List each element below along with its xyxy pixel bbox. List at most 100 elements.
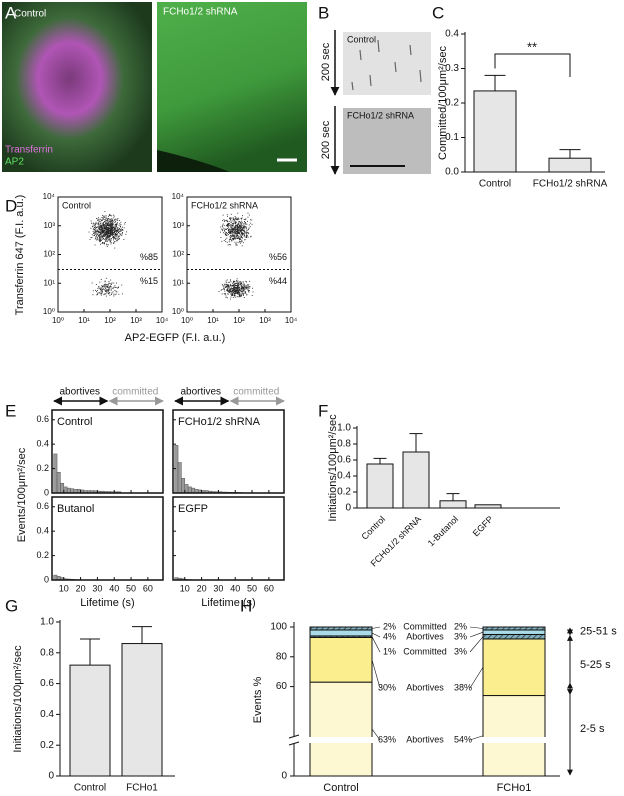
dot <box>240 221 242 223</box>
dot <box>239 241 241 243</box>
dot <box>109 222 111 224</box>
dot <box>231 228 233 230</box>
dot <box>239 240 240 242</box>
dot <box>240 288 242 290</box>
dot <box>95 224 96 226</box>
dot <box>246 223 248 225</box>
dot <box>226 219 228 221</box>
dot <box>243 223 245 225</box>
dot <box>234 231 235 233</box>
dot <box>244 225 246 227</box>
dot <box>118 293 120 295</box>
dot <box>237 226 239 228</box>
dot <box>223 232 224 234</box>
dot <box>106 291 107 293</box>
dot <box>233 238 235 240</box>
dot <box>239 286 240 288</box>
dot <box>234 287 236 289</box>
dot <box>236 233 238 235</box>
dot <box>239 232 241 234</box>
dot <box>233 235 235 237</box>
dot <box>114 241 116 242</box>
dot <box>101 231 103 232</box>
dot <box>225 282 227 284</box>
dot <box>111 224 113 226</box>
dot <box>232 228 234 229</box>
dot <box>231 227 233 229</box>
dot <box>238 236 240 238</box>
dot <box>228 229 230 231</box>
dot <box>239 293 241 295</box>
x-tick-label: 10² <box>233 316 245 325</box>
dot <box>114 227 115 229</box>
dot <box>106 228 107 230</box>
dot <box>111 228 112 230</box>
dot <box>105 229 107 231</box>
dot <box>229 289 231 291</box>
dot <box>110 232 112 234</box>
dot <box>230 291 231 292</box>
dot <box>230 290 232 292</box>
dot <box>225 220 227 222</box>
dot <box>95 237 96 239</box>
dot <box>237 223 239 225</box>
dot <box>225 286 227 288</box>
dot <box>247 229 249 231</box>
dot <box>110 227 111 229</box>
dot <box>97 292 99 294</box>
dot <box>249 286 251 288</box>
dot <box>113 236 115 238</box>
dot <box>109 238 111 240</box>
x-tick-label: 50 <box>247 583 257 593</box>
dot <box>232 231 234 233</box>
dot <box>98 226 100 227</box>
dot <box>96 236 98 238</box>
dot <box>105 225 107 226</box>
stack-segment <box>482 629 546 635</box>
dot <box>118 238 120 240</box>
dot <box>90 220 92 222</box>
x-tick-label: Control <box>323 782 358 794</box>
y-tick-label: 0.4 <box>36 439 49 449</box>
dot <box>121 284 123 286</box>
dot <box>235 222 237 224</box>
dot <box>115 230 117 231</box>
dot <box>99 228 100 229</box>
dot <box>239 231 241 232</box>
dot <box>115 227 117 229</box>
dot <box>95 236 97 237</box>
dot <box>239 289 240 291</box>
dot <box>244 232 245 234</box>
dot <box>117 230 119 232</box>
dot <box>244 286 246 288</box>
dot <box>225 235 227 236</box>
dot <box>233 290 234 292</box>
dot <box>102 224 104 226</box>
dot <box>231 240 233 242</box>
dot <box>228 228 230 230</box>
dot <box>109 221 111 223</box>
dot <box>101 239 102 241</box>
leader-line <box>371 626 381 629</box>
dot <box>99 238 101 240</box>
dot <box>245 285 247 287</box>
dot <box>96 291 97 293</box>
dot <box>224 286 226 288</box>
dot <box>223 219 225 221</box>
dot <box>233 292 234 294</box>
dot <box>226 289 228 291</box>
dot <box>119 230 121 231</box>
dot <box>101 228 103 230</box>
dot <box>108 235 110 236</box>
dot <box>227 223 229 225</box>
stack-segment <box>309 681 373 777</box>
dot <box>107 226 109 228</box>
dot <box>247 287 249 289</box>
dot <box>105 239 107 241</box>
y-axis-label: Initiations/100μm²/sec <box>327 414 339 522</box>
dot <box>233 289 235 291</box>
dot <box>236 285 237 287</box>
dot <box>240 225 242 227</box>
dot <box>240 226 242 228</box>
dot <box>117 238 119 240</box>
